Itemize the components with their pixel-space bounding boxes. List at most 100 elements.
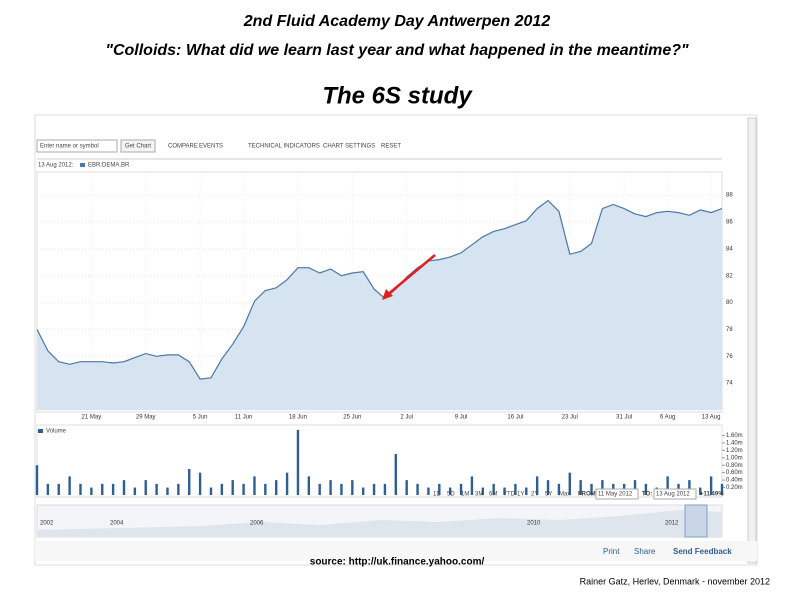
range-button[interactable]: 6M xyxy=(489,492,497,498)
x-tick-label: 25 Jun xyxy=(343,415,361,421)
y-tick-label: 86 xyxy=(726,220,733,226)
y2-tick-label: 1.00m xyxy=(726,455,743,461)
footer-link[interactable]: Print xyxy=(603,547,620,556)
volume-bar xyxy=(144,480,147,495)
volume-bar xyxy=(644,483,648,495)
navigator-year: 2010 xyxy=(527,521,541,527)
volume-bar xyxy=(361,487,365,495)
volume-bar xyxy=(209,487,213,495)
navigator-year: 2006 xyxy=(250,521,264,527)
range-button[interactable]: Max xyxy=(559,492,570,498)
search-box[interactable] xyxy=(36,139,118,153)
volume-bar xyxy=(709,476,713,495)
footer-bar xyxy=(35,541,757,561)
x-tick-label: 9 Jul xyxy=(455,415,468,421)
range-button[interactable]: 5Y xyxy=(545,492,552,498)
x-tick-label: 6 Aug xyxy=(660,415,675,421)
volume-bar xyxy=(68,476,71,495)
toolbar-item[interactable]: RESET xyxy=(381,144,401,150)
x-tick-label: 29 May xyxy=(136,415,156,421)
volume-bar xyxy=(481,487,484,495)
from-box[interactable] xyxy=(595,488,639,500)
from-label: FROM: xyxy=(578,492,598,498)
legend-entry: Volume xyxy=(46,429,67,435)
volume-bar xyxy=(470,476,474,495)
slide-heading: The 6S study xyxy=(322,82,473,109)
y2-tick-label: 1.60m xyxy=(726,433,743,439)
toolbar-item[interactable]: CHART SETTINGS xyxy=(323,144,375,150)
range-button[interactable]: 1Y xyxy=(517,492,524,498)
volume-bar xyxy=(101,483,104,495)
x-tick-label: 21 May xyxy=(82,415,102,421)
toolbar-item[interactable]: COMPARE xyxy=(168,144,198,150)
volume-bar xyxy=(46,483,50,495)
range-button[interactable]: 1M xyxy=(461,492,469,498)
y2-tick-label: 1.40m xyxy=(726,440,743,446)
volume-bar xyxy=(405,480,408,495)
volume-bar xyxy=(514,483,517,495)
volume-bar xyxy=(688,480,691,495)
header-date: 13 Aug 2012: xyxy=(38,163,74,169)
y-tick-label: 80 xyxy=(726,300,733,306)
price-area xyxy=(37,200,722,410)
volume-bar xyxy=(177,483,180,495)
volume-bar xyxy=(633,480,637,495)
search-placeholder: Enter name or symbol xyxy=(40,144,99,150)
volume-bar xyxy=(296,429,300,495)
range-button[interactable]: 2Y xyxy=(531,492,538,498)
from-date: 11 May 2012 xyxy=(598,492,633,498)
volume-bar xyxy=(35,465,39,495)
source: source: http://uk.finance.yahoo.com/ xyxy=(310,557,485,568)
volume-bar xyxy=(459,483,463,495)
volume-bar xyxy=(231,480,234,495)
y2-tick-label: 1.20m xyxy=(726,448,743,454)
range-button[interactable]: 5D xyxy=(447,492,455,498)
y-tick-label: 78 xyxy=(726,327,733,333)
volume-bar xyxy=(601,480,604,495)
volume-bar xyxy=(340,483,343,495)
scrollbar[interactable] xyxy=(747,117,757,564)
toolbar-item[interactable]: TECHNICAL INDICATORS xyxy=(248,144,320,150)
footer-link[interactable]: Send Feedback xyxy=(673,547,732,556)
volume-bar xyxy=(264,483,267,495)
volume-bar xyxy=(557,483,561,495)
volume-panel xyxy=(36,424,723,498)
y-tick-label: 84 xyxy=(726,246,733,252)
get-chart-button[interactable] xyxy=(120,139,156,153)
range-button[interactable]: 3M xyxy=(475,492,483,498)
y2-tick-label: 0.80m xyxy=(726,463,743,469)
change: +11.49% xyxy=(700,492,724,498)
price-line xyxy=(36,199,723,380)
volume-bar xyxy=(568,472,571,495)
slide-title: 2nd Fluid Academy Day Antwerpen 2012 xyxy=(243,13,551,30)
navigator-window[interactable] xyxy=(684,504,708,538)
x-tick-label: 2 Jul xyxy=(400,415,413,421)
y-tick-label: 74 xyxy=(726,381,733,387)
y2-tick-label: 0.40m xyxy=(726,478,743,484)
range-button[interactable]: 1D xyxy=(433,492,441,498)
get-chart-label: Get Chart xyxy=(125,144,151,150)
volume-bar xyxy=(383,483,387,495)
arrow-head xyxy=(382,289,393,300)
to-box[interactable] xyxy=(653,488,697,500)
volume-bar xyxy=(503,487,506,495)
volume-bar xyxy=(394,454,398,495)
volume-bar xyxy=(220,483,224,495)
volume-bar xyxy=(133,487,137,495)
x-tick-label: 13 Aug xyxy=(702,415,721,421)
volume-bar xyxy=(448,487,452,495)
toolbar-item[interactable]: EVENTS xyxy=(199,144,223,150)
volume-bar xyxy=(242,483,245,495)
y2-tick-label: 0.60m xyxy=(726,470,743,476)
volume-bar xyxy=(57,483,60,495)
volume-bar xyxy=(79,483,82,495)
volume-bar xyxy=(666,476,669,495)
volume-bar xyxy=(351,480,354,495)
volume-bar xyxy=(318,483,321,495)
y-tick-label: 76 xyxy=(726,354,733,360)
volume-bar xyxy=(590,483,593,495)
volume-bar xyxy=(416,483,419,495)
range-button[interactable]: YTD xyxy=(503,492,516,498)
footer-link[interactable]: Share xyxy=(634,547,656,556)
